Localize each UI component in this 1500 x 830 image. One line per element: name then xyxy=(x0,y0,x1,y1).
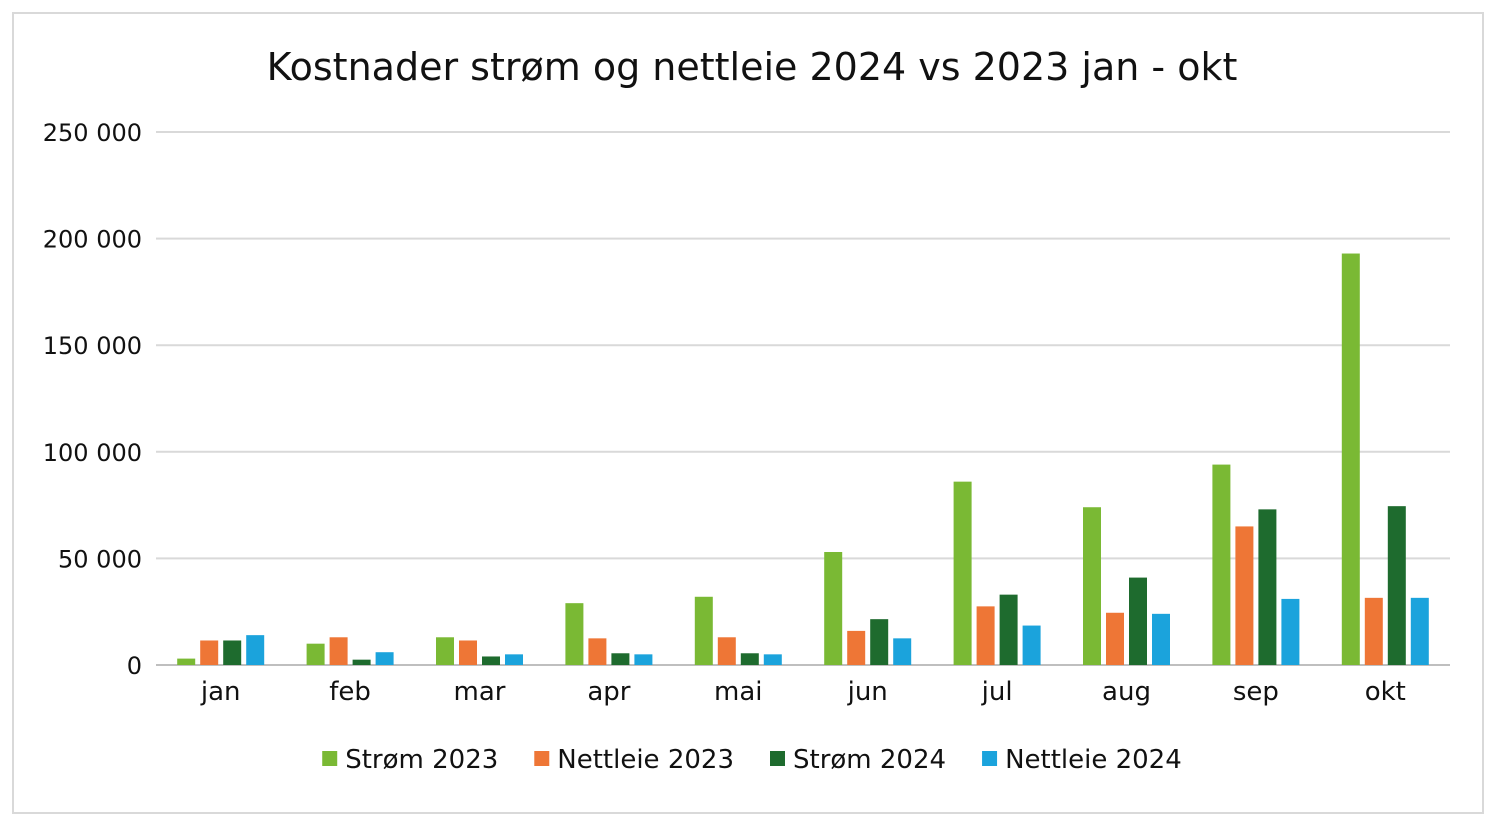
y-tick-label: 150 000 xyxy=(43,332,142,360)
y-tick-label: 0 xyxy=(127,652,142,680)
bar-nettleie-2024-okt xyxy=(1410,597,1429,665)
bar-strøm-2024-apr xyxy=(611,653,630,665)
bar-strøm-2024-jul xyxy=(999,594,1018,665)
bars xyxy=(177,253,1429,666)
bar-nettleie-2024-feb xyxy=(375,652,394,665)
x-tick-label: okt xyxy=(1365,677,1406,707)
bar-strøm-2023-jun xyxy=(824,552,843,665)
bar-nettleie-2023-apr xyxy=(588,638,607,665)
y-tick-label: 50 000 xyxy=(58,545,142,573)
x-tick-label: mai xyxy=(714,677,762,707)
bar-strøm-2023-okt xyxy=(1341,253,1360,666)
x-tick-label: jun xyxy=(847,677,888,707)
bar-nettleie-2024-mar xyxy=(505,654,523,665)
bar-nettleie-2024-aug xyxy=(1152,613,1170,665)
bar-strøm-2023-apr xyxy=(565,603,584,665)
bar-nettleie-2023-sep xyxy=(1235,526,1254,665)
bar-nettleie-2023-okt xyxy=(1364,597,1383,665)
legend-swatch-nettleie-2023 xyxy=(534,751,550,766)
chart: Kostnader strøm og nettleie 2024 vs 2023… xyxy=(43,45,1450,775)
chart-frame: Kostnader strøm og nettleie 2024 vs 2023… xyxy=(12,12,1484,814)
x-tick-label: sep xyxy=(1233,677,1279,707)
bar-strøm-2023-mar xyxy=(436,637,454,665)
x-tick-label: feb xyxy=(329,677,371,707)
bar-strøm-2023-sep xyxy=(1212,464,1231,665)
legend-swatch-nettleie-2024 xyxy=(982,751,998,766)
bar-nettleie-2024-apr xyxy=(634,654,653,665)
bar-nettleie-2023-feb xyxy=(329,637,348,665)
y-tick-label: 100 000 xyxy=(43,439,142,467)
y-tick-label: 250 000 xyxy=(43,119,142,147)
x-tick-label: mar xyxy=(454,677,506,707)
bar-strøm-2023-mai xyxy=(694,596,713,665)
bar-strøm-2024-feb xyxy=(352,659,371,665)
legend-swatch-strøm-2023 xyxy=(322,751,338,766)
legend-label-nettleie-2024: Nettleie 2024 xyxy=(1005,745,1182,775)
bar-strøm-2023-jul xyxy=(953,481,972,665)
bar-nettleie-2024-sep xyxy=(1281,598,1300,665)
bar-strøm-2023-jan xyxy=(177,658,196,665)
bar-strøm-2023-aug xyxy=(1083,507,1101,665)
bar-nettleie-2023-jun xyxy=(847,630,866,665)
bar-nettleie-2024-mai xyxy=(763,654,782,665)
gridlines xyxy=(156,131,1450,666)
legend-label-strøm-2024: Strøm 2024 xyxy=(793,745,946,775)
bar-nettleie-2023-mar xyxy=(459,640,477,665)
bar-strøm-2024-mar xyxy=(482,656,500,665)
bar-strøm-2024-jan xyxy=(223,640,242,665)
bar-nettleie-2023-jan xyxy=(200,640,219,665)
chart-title: Kostnader strøm og nettleie 2024 vs 2023… xyxy=(267,45,1238,89)
legend-label-strøm-2023: Strøm 2023 xyxy=(345,745,498,775)
bar-nettleie-2023-jul xyxy=(976,606,995,665)
bar-strøm-2024-jun xyxy=(870,619,889,665)
x-tick-label: aug xyxy=(1102,677,1151,707)
legend-swatch-strøm-2024 xyxy=(770,751,785,766)
x-tick-label: jan xyxy=(200,677,241,707)
bar-strøm-2024-aug xyxy=(1129,577,1147,665)
bar-strøm-2024-mai xyxy=(740,653,759,665)
x-tick-label: apr xyxy=(587,677,630,707)
y-tick-label: 200 000 xyxy=(43,226,142,254)
bar-strøm-2024-okt xyxy=(1387,506,1406,665)
y-axis-ticks: 0 50 000 100 000 150 000 200 000 250 000 xyxy=(43,119,142,680)
bar-strøm-2024-sep xyxy=(1258,509,1277,665)
legend: Strøm 2023 Nettleie 2023 Strøm 2024 Nettlei… xyxy=(322,745,1182,775)
x-axis-ticks: jan feb mar apr mai jun jul aug sep okt xyxy=(200,677,1406,707)
bar-nettleie-2024-jun xyxy=(893,638,912,665)
x-tick-label: jul xyxy=(981,677,1013,707)
bar-nettleie-2024-jan xyxy=(246,635,265,665)
bar-nettleie-2023-aug xyxy=(1106,612,1124,665)
legend-label-nettleie-2023: Nettleie 2023 xyxy=(557,745,734,775)
bar-nettleie-2024-jul xyxy=(1022,625,1041,665)
bar-strøm-2023-feb xyxy=(306,643,325,665)
bar-nettleie-2023-mai xyxy=(717,637,736,665)
